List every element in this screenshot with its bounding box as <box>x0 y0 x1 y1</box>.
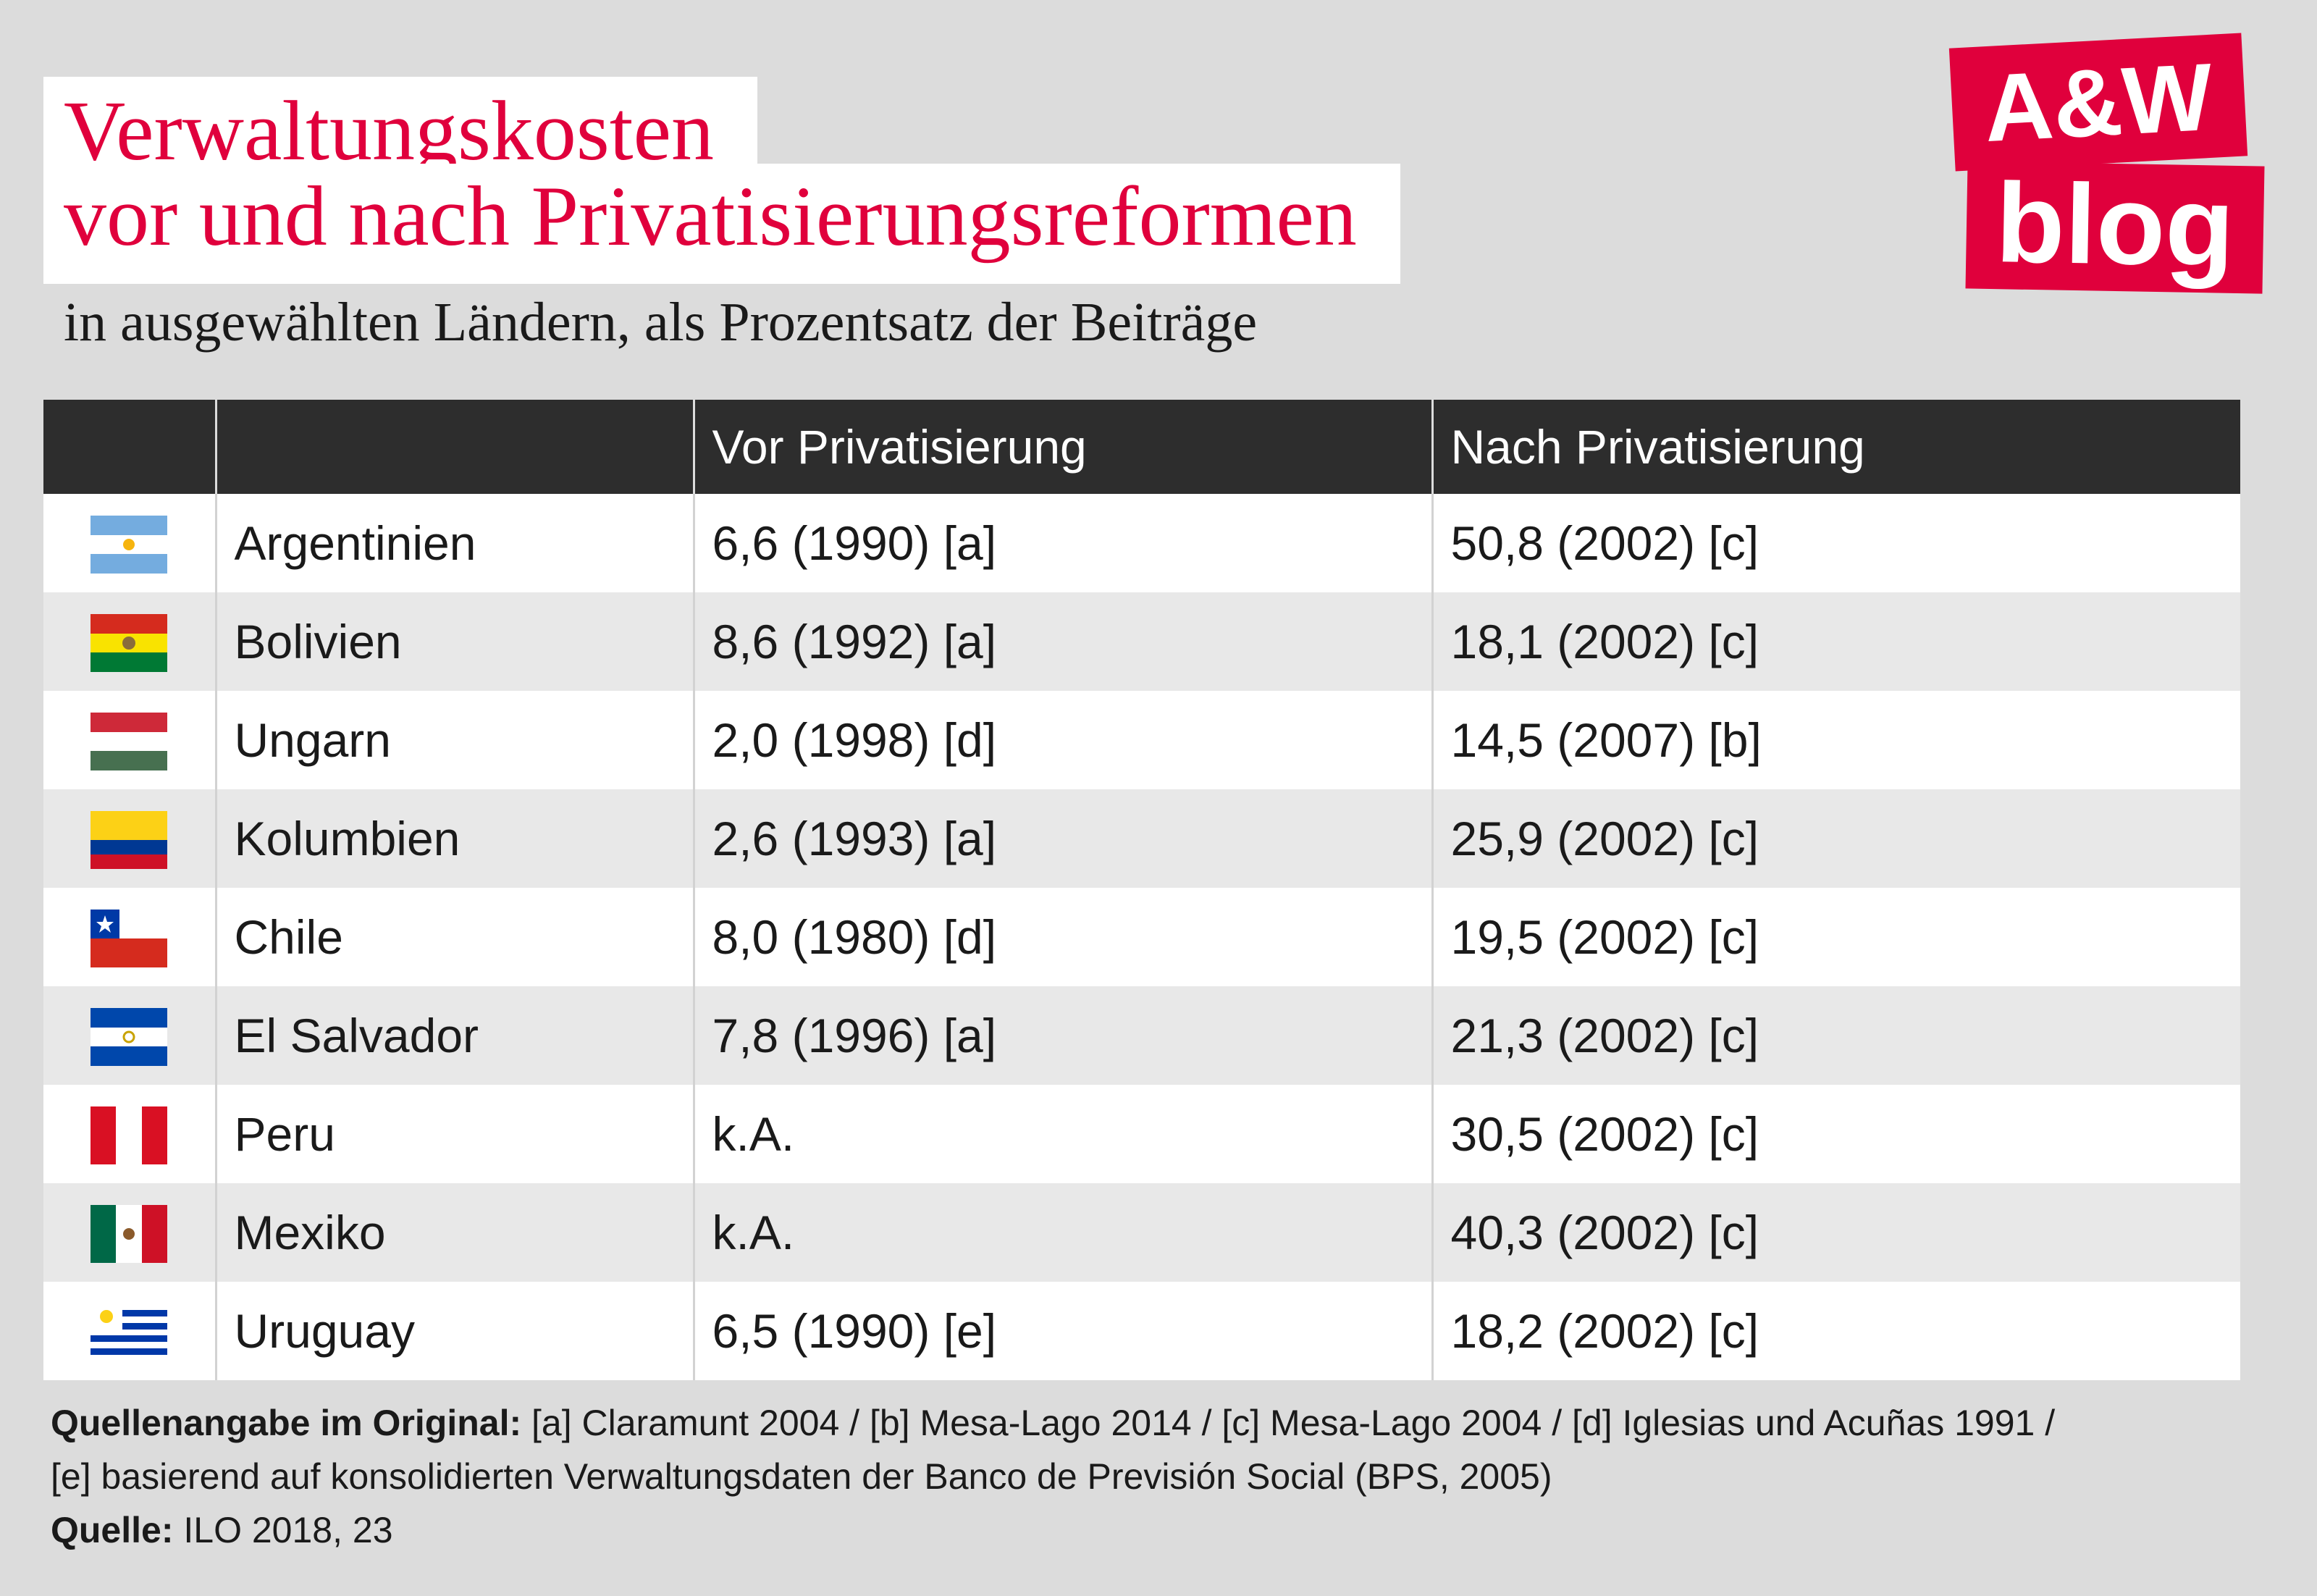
country-cell: Kolumbien <box>214 789 694 888</box>
after-value-cell: 19,5 (2002) [c] <box>1431 888 2240 986</box>
header-after: Nach Privatisierung <box>1431 400 2240 494</box>
table-row: Chile 8,0 (1980) [d] 19,5 (2002) [c] <box>43 888 2240 986</box>
flag-cell <box>43 1183 216 1282</box>
after-value-cell: 18,1 (2002) [c] <box>1431 592 2240 691</box>
country-cell: Ungarn <box>214 691 694 789</box>
header-before: Vor Privatisierung <box>692 400 1432 494</box>
after-value-cell: 25,9 (2002) [c] <box>1431 789 2240 888</box>
chile-flag-icon <box>91 909 168 967</box>
before-value-cell: 2,6 (1993) [a] <box>692 789 1432 888</box>
before-value-cell: 8,0 (1980) [d] <box>692 888 1432 986</box>
footnote: Quellenangabe im Original: [a] Claramunt… <box>51 1396 2223 1557</box>
colombia-flag-icon <box>91 810 168 869</box>
source-label: Quelle: <box>51 1510 174 1550</box>
hungary-flag-icon <box>91 712 168 770</box>
before-value-cell: 6,5 (1990) [e] <box>692 1282 1432 1380</box>
logo-line-1: A&W <box>1948 33 2248 172</box>
country-cell: Chile <box>214 888 694 986</box>
table-row: Bolivien 8,6 (1992) [a] 18,1 (2002) [c] <box>43 592 2240 691</box>
before-value-cell: 7,8 (1996) [a] <box>692 986 1432 1085</box>
flag-cell <box>43 888 216 986</box>
flag-cell <box>43 691 216 789</box>
flag-cell <box>43 1282 216 1380</box>
table-row: Argentinien 6,6 (1990) [a] 50,8 (2002) [c] <box>43 494 2240 592</box>
flag-cell <box>43 1085 216 1183</box>
sources-text-1: [a] Claramunt 2004 / [b] Mesa-Lago 2014 … <box>531 1403 2056 1443</box>
after-value-cell: 50,8 (2002) [c] <box>1431 494 2240 592</box>
table-row: Kolumbien 2,6 (1993) [a] 25,9 (2002) [c] <box>43 789 2240 888</box>
after-value-cell: 30,5 (2002) [c] <box>1431 1085 2240 1183</box>
header-flag <box>43 400 216 494</box>
header-country <box>214 400 694 494</box>
logo-line-2: blog <box>1965 160 2265 294</box>
peru-flag-icon <box>91 1106 168 1164</box>
bolivia-flag-icon <box>91 613 168 672</box>
source-line: Quelle: ILO 2018, 23 <box>51 1503 2223 1557</box>
sources-label: Quellenangabe im Original: <box>51 1403 522 1443</box>
after-value-cell: 21,3 (2002) [c] <box>1431 986 2240 1085</box>
country-cell: Uruguay <box>214 1282 694 1380</box>
table-row: Ungarn 2,0 (1998) [d] 14,5 (2007) [b] <box>43 691 2240 789</box>
before-value-cell: k.A. <box>692 1085 1432 1183</box>
before-value-cell: 8,6 (1992) [a] <box>692 592 1432 691</box>
flag-cell <box>43 494 216 592</box>
after-value-cell: 18,2 (2002) [c] <box>1431 1282 2240 1380</box>
after-value-cell: 14,5 (2007) [b] <box>1431 691 2240 789</box>
uruguay-flag-icon <box>91 1303 168 1361</box>
cost-table: Vor Privatisierung Nach Privatisierung A… <box>43 400 2240 1380</box>
country-cell: El Salvador <box>214 986 694 1085</box>
aw-blog-logo: A&W blog <box>1948 33 2265 294</box>
flag-cell <box>43 592 216 691</box>
mexico-flag-icon <box>91 1204 168 1263</box>
before-value-cell: 6,6 (1990) [a] <box>692 494 1432 592</box>
source-text: ILO 2018, 23 <box>183 1510 393 1550</box>
before-value-cell: 2,0 (1998) [d] <box>692 691 1432 789</box>
el-salvador-flag-icon <box>91 1007 168 1066</box>
sources-text-2: [e] basierend auf konsolidierten Verwalt… <box>51 1456 1552 1497</box>
country-cell: Argentinien <box>214 494 694 592</box>
after-value-cell: 40,3 (2002) [c] <box>1431 1183 2240 1282</box>
argentina-flag-icon <box>91 515 168 574</box>
flag-cell <box>43 986 216 1085</box>
sources-line-1: Quellenangabe im Original: [a] Claramunt… <box>51 1396 2223 1450</box>
country-cell: Peru <box>214 1085 694 1183</box>
before-value-cell: k.A. <box>692 1183 1432 1282</box>
chart-subtitle: in ausgewählten Ländern, als Prozentsatz… <box>64 292 1258 353</box>
chart-title-line-2: vor und nach Privatisierungsreformen <box>43 164 1400 284</box>
table-row: Uruguay 6,5 (1990) [e] 18,2 (2002) [c] <box>43 1282 2240 1380</box>
flag-cell <box>43 789 216 888</box>
table-row: El Salvador 7,8 (1996) [a] 21,3 (2002) [c] <box>43 986 2240 1085</box>
table-header-row: Vor Privatisierung Nach Privatisierung <box>43 400 2240 494</box>
table-row: Peru k.A. 30,5 (2002) [c] <box>43 1085 2240 1183</box>
chart-title-line-1: Verwaltungskosten <box>43 77 757 177</box>
country-cell: Mexiko <box>214 1183 694 1282</box>
table-row: Mexiko k.A. 40,3 (2002) [c] <box>43 1183 2240 1282</box>
country-cell: Bolivien <box>214 592 694 691</box>
